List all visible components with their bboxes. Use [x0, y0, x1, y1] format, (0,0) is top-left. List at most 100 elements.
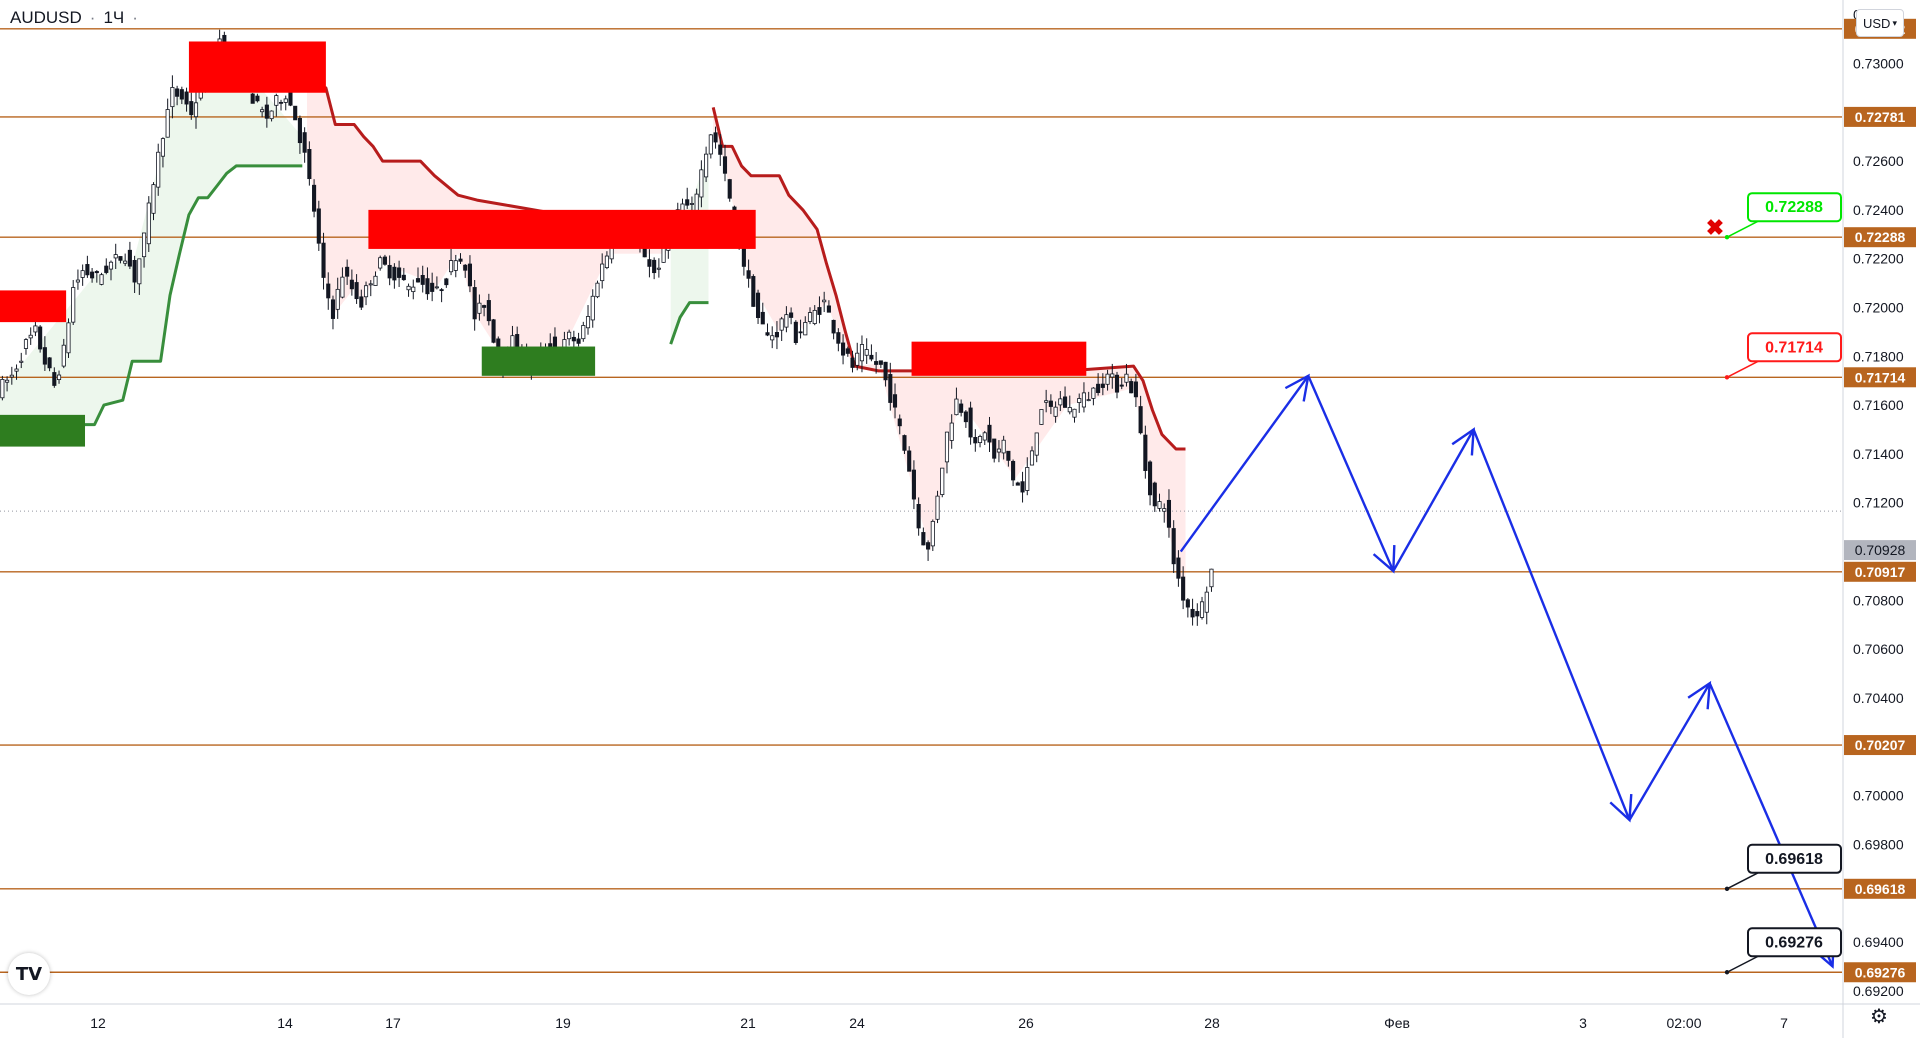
price-callout-1: 0.71714 — [1724, 332, 1842, 380]
candle-body — [751, 276, 756, 307]
candle — [1039, 409, 1044, 425]
candle-body — [363, 285, 369, 298]
candle-body — [1096, 383, 1101, 394]
candle — [864, 338, 869, 364]
candle — [1148, 460, 1153, 506]
candle — [836, 328, 841, 352]
supply-zone-1 — [188, 41, 326, 93]
candle-body — [453, 260, 458, 271]
candle-body — [756, 292, 761, 318]
candle-body — [113, 254, 118, 259]
currency-label: USD — [1863, 15, 1891, 31]
candle — [954, 387, 959, 416]
candle-body — [685, 199, 690, 206]
callout-label: 0.69276 — [1765, 934, 1823, 951]
level-tag-bg — [1844, 561, 1916, 582]
candle — [944, 431, 950, 474]
candle — [123, 253, 128, 267]
candle — [1133, 373, 1138, 407]
candle-body — [160, 138, 165, 157]
candle — [1029, 446, 1035, 466]
callout-label: 0.71714 — [1765, 339, 1823, 356]
candle — [28, 327, 33, 345]
candle — [1006, 450, 1011, 467]
candle-body — [108, 261, 114, 270]
candle-body — [1166, 499, 1172, 528]
tradingview-logo-icon[interactable]: 𝗧𝗩 — [8, 953, 50, 995]
candle-body — [869, 354, 874, 360]
candle — [793, 320, 798, 345]
callout-anchor-dot — [1724, 970, 1730, 975]
candle — [1152, 481, 1157, 512]
candle-body — [307, 149, 312, 180]
x-tick-label: 28 — [1204, 1015, 1220, 1031]
symbol-header[interactable]: AUDUSD · 1Ч · — [10, 8, 138, 28]
candle-body — [784, 314, 789, 328]
gear-icon[interactable]: ⚙ — [1870, 1006, 1888, 1028]
candle-body — [156, 151, 161, 188]
callout-label: 0.69618 — [1765, 851, 1823, 868]
candle — [817, 296, 822, 324]
candle-body — [368, 283, 373, 286]
candle — [1157, 493, 1162, 512]
candle — [434, 276, 439, 290]
candle — [1171, 520, 1176, 573]
candle — [803, 316, 808, 336]
candle — [1199, 596, 1205, 620]
candle-body — [864, 349, 869, 356]
candle-body — [90, 271, 95, 279]
candle-body — [170, 87, 175, 108]
candle — [392, 263, 397, 289]
candle-body — [330, 299, 336, 319]
candle-body — [33, 325, 38, 333]
candle-body — [354, 282, 359, 300]
candle — [132, 255, 137, 293]
candle — [713, 126, 718, 149]
candle — [297, 115, 302, 154]
candle-body — [892, 394, 898, 408]
callout-label: 0.72288 — [1765, 199, 1823, 216]
candle-body — [14, 368, 19, 372]
candle-body — [255, 95, 260, 102]
candle — [647, 249, 652, 278]
y-tick-label: 0.70600 — [1853, 641, 1904, 657]
interval-label[interactable]: 1Ч — [103, 8, 125, 27]
candle — [486, 293, 491, 326]
demand-zone-1 — [481, 346, 596, 376]
candle-body — [80, 270, 85, 278]
candle-body — [1110, 373, 1115, 378]
candle — [656, 258, 661, 278]
candle — [363, 281, 369, 306]
candle-body — [859, 344, 865, 362]
candle — [949, 414, 954, 449]
candle-body — [770, 335, 775, 341]
last-price-label: 0.70928 — [1855, 542, 1906, 558]
candle — [987, 416, 992, 452]
candle-body — [652, 259, 657, 274]
candle-body — [1044, 400, 1049, 403]
candle — [9, 366, 14, 385]
candle — [1044, 389, 1049, 413]
candle-body — [47, 357, 52, 369]
candle — [1190, 598, 1195, 626]
level-price-tag-2: 0.72288 — [1844, 227, 1916, 248]
candle — [789, 307, 794, 325]
candle-body — [552, 336, 558, 348]
candle — [75, 269, 80, 290]
candle — [1015, 481, 1020, 486]
candle-body — [467, 263, 472, 287]
currency-button[interactable]: USD ▾ — [1856, 9, 1904, 37]
candle-body — [1138, 406, 1143, 434]
candle-body — [935, 495, 940, 520]
candle-body — [689, 203, 694, 205]
level-price-tag-4: 0.70917 — [1844, 561, 1916, 582]
candle — [1001, 435, 1006, 460]
close-icon: ✖ — [1706, 215, 1724, 240]
y-tick-label: 0.71200 — [1853, 495, 1904, 511]
candle-body — [274, 95, 279, 106]
x-tick-label: 19 — [555, 1015, 571, 1031]
candle — [911, 460, 916, 510]
candle — [260, 106, 265, 118]
